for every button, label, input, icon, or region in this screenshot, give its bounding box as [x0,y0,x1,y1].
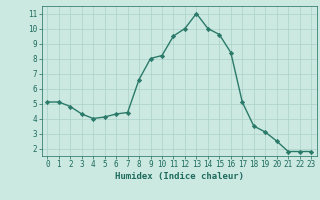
X-axis label: Humidex (Indice chaleur): Humidex (Indice chaleur) [115,172,244,181]
